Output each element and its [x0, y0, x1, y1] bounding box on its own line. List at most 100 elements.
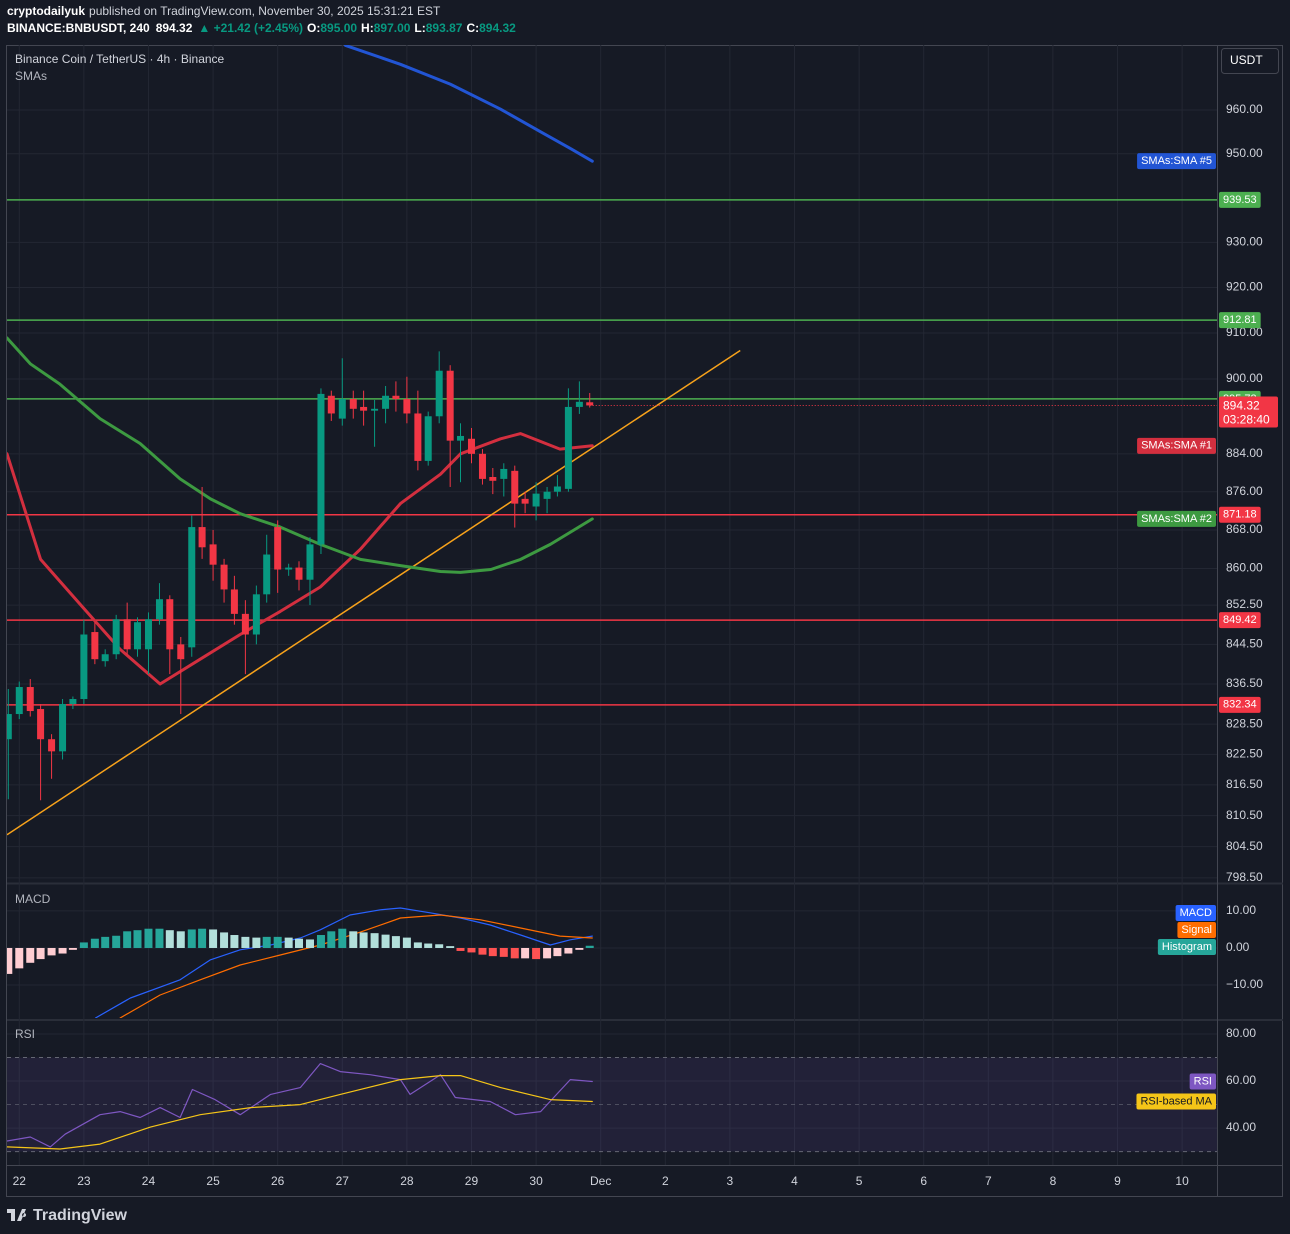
- pane-title: RSI: [15, 1027, 35, 1041]
- indicator-name: SMAs: [15, 69, 47, 83]
- histogram-bar: [36, 947, 45, 960]
- y-tick-label: 910.00: [1226, 325, 1263, 339]
- candle-body: [166, 599, 174, 650]
- sma-line: [7, 336, 594, 574]
- y-tick-label: 868.00: [1226, 522, 1263, 536]
- candle-body: [241, 613, 249, 635]
- y-tick-label: 828.50: [1226, 716, 1263, 730]
- y-tick-label: 822.50: [1226, 747, 1263, 761]
- candle-body: [123, 619, 131, 650]
- candle-body: [553, 486, 561, 492]
- trendline: [7, 349, 741, 836]
- logo-mark: [7, 1209, 27, 1221]
- ohlc-label: L:: [414, 21, 425, 35]
- x-tick-label: 27: [336, 1174, 350, 1188]
- candle-body: [133, 622, 141, 650]
- candle-body: [575, 401, 583, 407]
- histogram-bar: [359, 932, 368, 948]
- candle-body: [59, 704, 67, 752]
- y-tick-label: 876.00: [1226, 484, 1263, 498]
- level-label-box: [1219, 612, 1261, 629]
- chart-frame: [6, 45, 1283, 1197]
- legend-tag: SMAs:SMA #1: [1141, 440, 1212, 452]
- histogram-bar: [209, 929, 218, 948]
- x-tick-label: 24: [142, 1174, 156, 1188]
- candle-body: [7, 714, 12, 740]
- candle-body: [478, 453, 486, 479]
- candle-body: [220, 564, 228, 590]
- legend-tag: RSI: [1194, 1075, 1212, 1087]
- histogram-bar: [26, 947, 35, 963]
- legend-tag-box: [1175, 905, 1216, 921]
- candle-body: [101, 654, 109, 662]
- sma-line: [344, 45, 594, 163]
- level-label-box: [1219, 191, 1261, 208]
- y-tick-label: 60.00: [1226, 1073, 1256, 1087]
- candle-body: [500, 468, 508, 479]
- y-tick-label: 920.00: [1226, 280, 1263, 294]
- ohlc-value: 895.00: [320, 21, 357, 35]
- currency-box[interactable]: [1221, 48, 1279, 74]
- histogram-bar: [112, 935, 121, 948]
- legend-tag-box: [1137, 510, 1216, 527]
- histogram-bar: [230, 935, 239, 948]
- histogram-bar: [15, 947, 24, 969]
- legend-tag: RSI-based MA: [1140, 1095, 1212, 1107]
- histogram-bar: [316, 935, 325, 948]
- candle-body: [209, 544, 217, 565]
- histogram-bar: [370, 933, 379, 948]
- x-tick-label: 10: [1175, 1174, 1189, 1188]
- candle-body: [532, 493, 540, 507]
- indicator-line: [7, 1075, 593, 1150]
- legend-tag-box: [1137, 437, 1216, 454]
- histogram-bar: [295, 938, 304, 948]
- candle-body: [15, 687, 23, 715]
- level-label-box: [1219, 696, 1261, 713]
- x-tick-label: 25: [206, 1174, 220, 1188]
- y-tick-label: 0.00: [1226, 940, 1250, 954]
- histogram-bar: [413, 942, 422, 948]
- histogram-bar: [79, 942, 88, 948]
- candle-body: [263, 554, 271, 595]
- symbol-line: BINANCE:BNBUSDT, 240 894.32 ▲ +21.42 (+2.4…: [7, 21, 516, 35]
- candle-body: [80, 634, 88, 700]
- x-tick-label: 26: [271, 1174, 285, 1188]
- currency[interactable]: USDT: [1230, 53, 1263, 67]
- histogram-bar: [273, 936, 282, 948]
- candle-body: [144, 619, 152, 650]
- ohlc-label: C:: [466, 21, 479, 35]
- level-label-box: [1219, 506, 1261, 523]
- candle-body: [112, 619, 120, 655]
- candle-body: [467, 438, 475, 454]
- histogram-bar: [101, 936, 110, 948]
- legend-tag-box: [1136, 1093, 1216, 1110]
- histogram-bar: [424, 943, 433, 948]
- histogram-bar: [327, 931, 336, 948]
- indicator-line: [7, 1063, 593, 1148]
- candle-body: [489, 476, 497, 481]
- histogram-bar: [262, 936, 271, 948]
- candle-body: [285, 567, 293, 570]
- pane-title: MACD: [15, 892, 51, 906]
- histogram-bar: [90, 938, 99, 948]
- y-tick-label: 798.50: [1226, 870, 1263, 884]
- level-label: 871.18: [1223, 509, 1257, 521]
- chart-title: Binance Coin / TetherUS · 4h · Binance: [15, 52, 225, 66]
- candle-body: [521, 498, 529, 504]
- y-tick-label: 950.00: [1226, 146, 1263, 160]
- histogram-bar: [391, 936, 400, 948]
- histogram-bar: [252, 937, 261, 948]
- y-tick-label: 80.00: [1226, 1026, 1256, 1040]
- x-tick-label: 29: [465, 1174, 479, 1188]
- histogram-bar: [284, 937, 293, 948]
- y-tick-label: 852.50: [1226, 597, 1263, 611]
- candle-body: [327, 395, 335, 414]
- candle-body: [230, 589, 238, 614]
- level-label: 912.81: [1223, 314, 1257, 326]
- candle-body: [424, 416, 432, 461]
- legend-tag-box: [1157, 939, 1216, 955]
- x-tick-label: Dec: [590, 1174, 611, 1188]
- symbol: BINANCE:BNBUSDT, 240: [7, 21, 150, 35]
- legend-tag-box: [1137, 153, 1216, 170]
- logo: [7, 1209, 27, 1221]
